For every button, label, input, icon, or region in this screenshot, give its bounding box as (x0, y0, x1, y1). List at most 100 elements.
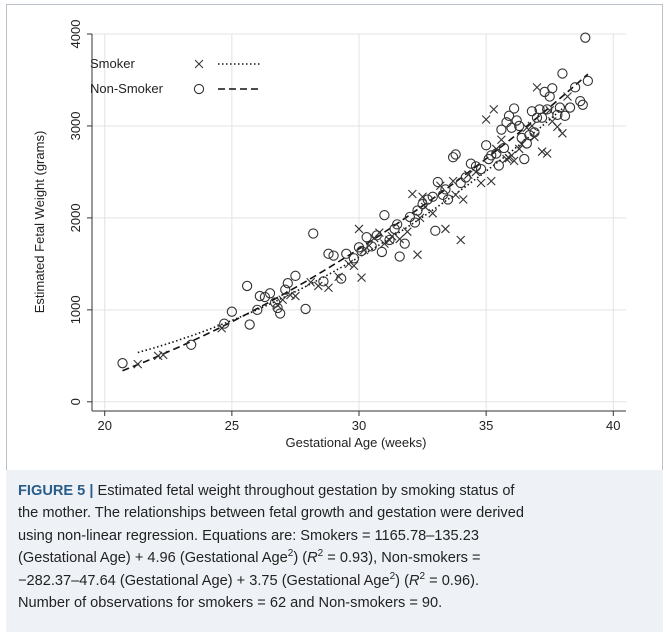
smoker-point (552, 122, 562, 132)
superscript: 2 (287, 548, 294, 560)
non-smoker-point (371, 230, 382, 241)
non-smoker-point (353, 242, 365, 253)
smoker-point (542, 149, 552, 158)
fit-lines (122, 73, 589, 372)
smoker-point-stroke (385, 235, 394, 245)
non-smoker-point (575, 95, 586, 107)
non-smoker-point (552, 109, 563, 121)
smoker-point (451, 190, 461, 200)
scatter-chart: 20 25 30 35 40 0 1000 2000 3000 4000 Smoker Non-Sm… (32, 20, 626, 450)
non-smoker-point (391, 219, 403, 230)
smoker-point-stroke (217, 323, 227, 333)
smoker-point-stroke (542, 149, 552, 158)
smoker-point (514, 144, 524, 154)
smoker-point (306, 277, 316, 287)
smoker-point-stroke (349, 261, 359, 271)
non-smoker-point (564, 102, 576, 113)
smoker-point-stroke (456, 235, 466, 245)
non-smoker-point (493, 160, 505, 171)
legend-marker-o (193, 83, 205, 95)
non-smoker-point (529, 127, 540, 138)
smoker-point (133, 359, 143, 369)
non-smoker-point (186, 339, 197, 350)
smoker-point-stroke (402, 227, 412, 237)
x-tick-label: 30 (352, 418, 366, 433)
non-smoker-point (442, 194, 454, 205)
smoker-point-stroke (291, 291, 300, 301)
smoker-point (344, 259, 354, 269)
superscript: 2 (317, 548, 324, 560)
smoker-point (357, 273, 366, 283)
smoker-point (374, 228, 384, 238)
non-smoker-point (483, 153, 494, 165)
non-smoker-point (508, 103, 520, 114)
non-smoker-point (460, 172, 471, 183)
smoker-point-stroke (558, 128, 567, 138)
non-smoker-point (341, 248, 352, 259)
non-smoker-point (450, 149, 461, 160)
smoker-point (395, 234, 405, 244)
caption-line: = 0.93), Non-smokers = (323, 550, 481, 567)
non-smoker-point (511, 115, 522, 126)
smoker-point-stroke (380, 239, 389, 249)
smoker-point-stroke (133, 359, 143, 369)
smoker-point-stroke (458, 195, 468, 204)
smoker-point (558, 128, 567, 138)
non-smoker-point (526, 106, 538, 117)
smoker-point-stroke (357, 273, 366, 283)
non-smoker-point (399, 238, 410, 249)
smoker-point-stroke (441, 224, 450, 234)
non-smoker-point (384, 234, 395, 246)
non-smoker-point (264, 288, 276, 299)
smoker-point-stroke (451, 190, 461, 200)
grid-layer (92, 33, 626, 411)
non-smoker-point (328, 250, 339, 261)
non-smoker-fit-line (122, 73, 589, 372)
smoker-point-stroke (448, 176, 458, 186)
non-smoker-point (519, 153, 530, 165)
non-smoker-point (475, 164, 487, 175)
smoker-point-stroke (489, 105, 499, 114)
non-smoker-point (318, 276, 329, 287)
smoker-point (428, 208, 438, 218)
non-smoker-point (412, 205, 423, 216)
non-smoker-point (348, 253, 360, 264)
non-smoker-point (470, 161, 482, 172)
smoker-point-stroke (514, 144, 524, 154)
smoker-point (418, 192, 427, 202)
figure-label: FIGURE 5 | (18, 483, 94, 499)
non-smoker-point (219, 318, 230, 329)
smoker-point-stroke (486, 176, 496, 186)
smoker-point (486, 176, 496, 186)
non-smoker-point (336, 273, 347, 284)
non-smoker-point (440, 184, 451, 195)
non-smoker-point (427, 191, 438, 202)
non-smoker-point (536, 112, 548, 123)
y-axis-label: Estimated Fetal Weight (grams) (32, 131, 47, 314)
non-smoker-point (290, 270, 301, 281)
smoker-point (563, 92, 572, 101)
non-smoker-point (376, 246, 388, 258)
figure-caption: FIGURE 5 | Estimated fetal weight throug… (6, 470, 663, 632)
smoker-point (509, 156, 519, 166)
non-smoker-point (409, 217, 421, 228)
smoker-point-stroke (158, 350, 168, 360)
smoker-point (349, 261, 359, 271)
smoker-point (497, 135, 506, 145)
non-smoker-point (361, 232, 372, 243)
y-tick-label: 0 (68, 398, 83, 405)
smoker-point (413, 250, 422, 260)
non-smoker-point (516, 132, 527, 144)
y-tick-label: 3000 (68, 111, 83, 140)
non-smoker-point (252, 304, 263, 316)
smoker-point (476, 178, 486, 188)
non-smoker-point (503, 110, 515, 121)
non-smoker-point (524, 129, 535, 141)
non-smoker-point (447, 152, 459, 163)
caption-line: (Gestational Age) + 4.96 (Gestational Ag… (18, 550, 288, 567)
smoker-point-stroke (306, 277, 316, 287)
x-tick-label: 20 (97, 418, 111, 433)
non-smoker-point (455, 177, 466, 189)
smoker-point-stroke (509, 156, 519, 166)
smoker-point-stroke (504, 153, 514, 163)
